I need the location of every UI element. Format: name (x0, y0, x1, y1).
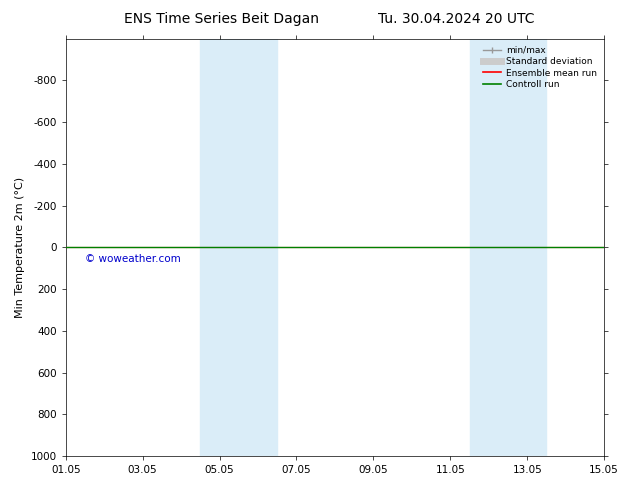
Bar (470, 39, 547, 456)
Text: © woweather.com: © woweather.com (85, 254, 181, 264)
Y-axis label: Min Temperature 2m (°C): Min Temperature 2m (°C) (15, 177, 25, 318)
Text: Tu. 30.04.2024 20 UTC: Tu. 30.04.2024 20 UTC (378, 12, 534, 26)
Legend: min/max, Standard deviation, Ensemble mean run, Controll run: min/max, Standard deviation, Ensemble me… (481, 43, 600, 92)
Bar (200, 39, 277, 456)
Text: ENS Time Series Beit Dagan: ENS Time Series Beit Dagan (124, 12, 320, 26)
